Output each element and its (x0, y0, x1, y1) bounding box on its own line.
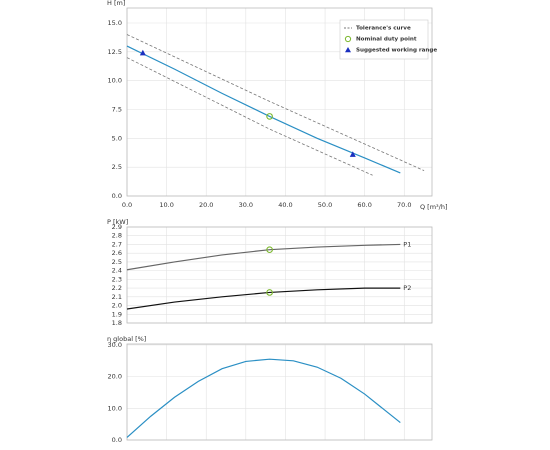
x-tick-label: 50.0 (318, 201, 332, 209)
curve (126, 45, 401, 174)
y-tick-label: 20.0 (108, 373, 122, 381)
series-label: P1 (403, 240, 411, 248)
y-tick-label: 10.0 (108, 77, 122, 85)
x-tick-label: 0.0 (122, 201, 132, 209)
y-tick-label: 30.0 (108, 341, 122, 349)
y-tick-label: 2.5 (112, 163, 122, 171)
y-tick-label: 0.0 (112, 192, 122, 200)
y-tick-label: 7.5 (112, 105, 122, 113)
curve (126, 57, 373, 176)
y-axis-title: H [m] (107, 0, 125, 7)
x-tick-label: 20.0 (199, 201, 213, 209)
x-tick-label: 70.0 (397, 201, 411, 209)
y-tick-label: 2.9 (112, 223, 122, 231)
plot-frame (126, 7, 433, 197)
y-tick-label: 2.3 (112, 275, 122, 283)
x-tick-label: 30.0 (239, 201, 253, 209)
curve (126, 243, 401, 271)
marker (266, 246, 273, 254)
legend-symbol (344, 35, 352, 43)
y-axis-title: η global [%] (107, 335, 146, 343)
series-label: P2 (403, 284, 411, 292)
marker (139, 49, 146, 56)
x-tick-label: 10.0 (159, 201, 173, 209)
y-tick-label: 1.8 (112, 319, 122, 327)
legend-label: Nominal duty point (356, 37, 417, 43)
marker (266, 113, 273, 120)
x-axis-title: Q [m³/h] (420, 203, 448, 211)
x-tick-label: 60.0 (357, 201, 371, 209)
y-axis-title: P [kW] (107, 218, 128, 226)
curve (126, 358, 401, 438)
y-tick-label: 2.8 (112, 232, 122, 240)
plot-frame (126, 343, 433, 441)
y-tick-label: 2.2 (112, 284, 122, 292)
y-tick-label: 0.0 (112, 436, 122, 444)
y-tick-label: 2.4 (112, 267, 122, 275)
y-tick-label: 15.0 (108, 19, 122, 27)
y-tick-label: 1.9 (112, 310, 122, 318)
legend-label: Tolerance's curve (356, 26, 411, 32)
y-tick-label: 2.5 (112, 258, 122, 266)
y-tick-label: 5.0 (112, 134, 122, 142)
curve (126, 34, 425, 171)
y-tick-label: 10.0 (108, 404, 122, 412)
plot-frame (126, 226, 433, 324)
y-tick-label: 2.0 (112, 302, 122, 310)
x-tick-label: 40.0 (278, 201, 292, 209)
legend-label: Suggested working range (356, 48, 437, 54)
y-tick-label: 2.7 (112, 240, 122, 248)
legend-symbol (345, 47, 351, 53)
y-tick-label: 2.6 (112, 249, 122, 257)
y-tick-label: 2.1 (112, 293, 122, 301)
marker (266, 289, 273, 296)
curve (126, 287, 401, 310)
marker (349, 151, 356, 157)
legend-box (339, 19, 429, 60)
y-tick-label: 12.5 (108, 48, 122, 56)
